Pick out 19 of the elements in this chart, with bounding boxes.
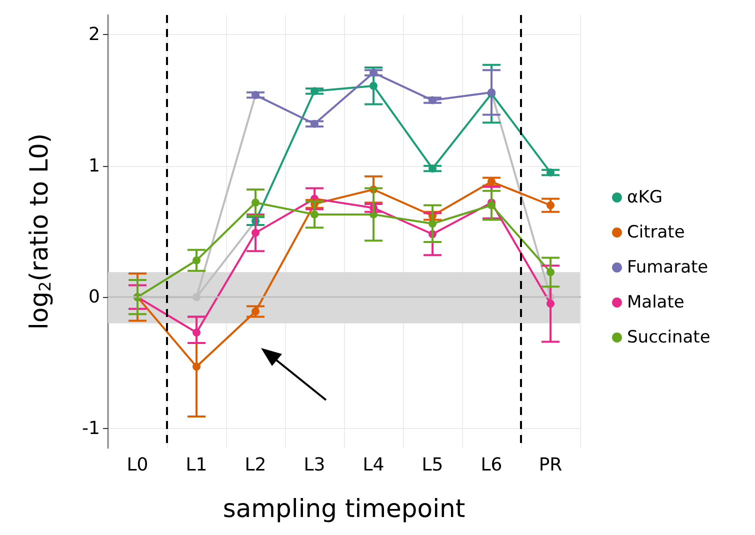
y-tick-label: 0 bbox=[88, 286, 100, 308]
x-tick-label: L4 bbox=[362, 454, 384, 476]
legend-label: Malate bbox=[627, 292, 684, 312]
x-tick-label: L0 bbox=[126, 454, 148, 476]
y-tick-label: 1 bbox=[88, 155, 100, 176]
legend-label: Fumarate bbox=[627, 258, 708, 278]
legend-label: Succinate bbox=[627, 328, 710, 348]
y-axis-title: log2(ratio to L0) bbox=[24, 133, 54, 330]
x-tick-label: L5 bbox=[422, 454, 444, 476]
x-tick-label: L6 bbox=[480, 454, 502, 476]
x-tick-label: L2 bbox=[244, 454, 266, 476]
x-axis-title: sampling timepoint bbox=[222, 494, 466, 523]
y-tick-label: -1 bbox=[82, 418, 100, 439]
x-tick-label: L3 bbox=[304, 454, 326, 476]
legend-label: Citrate bbox=[627, 222, 685, 242]
y-tick-label: 2 bbox=[88, 24, 100, 46]
x-tick-label: PR bbox=[538, 454, 562, 476]
x-tick-label: L1 bbox=[186, 454, 208, 476]
legend-label: αKG bbox=[627, 188, 663, 208]
